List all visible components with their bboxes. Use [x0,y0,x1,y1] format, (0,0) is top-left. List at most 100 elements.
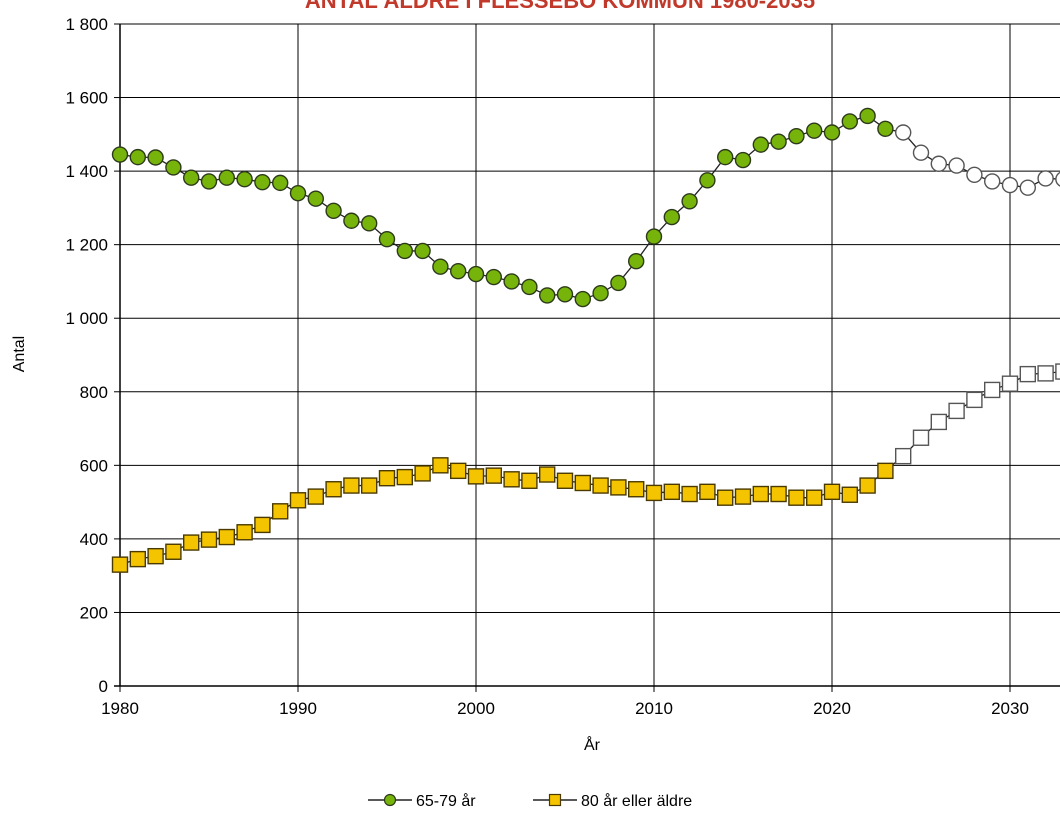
data-point [343,477,360,494]
series-circle [111,107,1060,308]
data-point [948,157,965,174]
data-point [129,148,147,166]
data-point [1055,363,1060,380]
x-axis-ticks: 1980 1990 2000 2010 2020 2030 [101,699,1029,718]
data-point [111,146,129,163]
data-point [930,413,947,431]
data-point [254,516,271,534]
data-point [841,113,858,130]
data-point [574,474,591,492]
data-point [521,278,538,296]
data-point [467,468,485,485]
data-point [717,489,734,506]
data-point [200,531,218,548]
data-point [289,184,307,202]
x-axis-title: År [584,735,601,754]
data-point [503,273,520,290]
x-tick-label: 2010 [635,699,673,718]
x-tick-label: 1980 [101,699,139,718]
data-point [182,534,200,551]
data-point [111,556,129,573]
data-point [752,485,769,503]
data-point [628,481,645,498]
data-point [912,429,930,446]
y-tick-label: 200 [80,603,108,622]
data-point [788,127,805,145]
legend-label: 80 år eller äldre [581,792,692,810]
data-point [610,274,627,292]
series-line [119,115,1060,300]
data-point [182,169,200,186]
data-point [788,489,805,506]
data-point [877,462,894,480]
data-point [556,472,574,489]
data-point [450,462,467,480]
data-point [948,402,965,420]
y-tick-label: 800 [80,383,108,402]
x-tick-label: 2020 [813,699,851,718]
data-point [984,173,1001,190]
data-point [307,488,324,505]
legend-marker [548,793,562,807]
x-tick-label: 2030 [991,699,1029,718]
data-point [645,228,663,245]
data-point [539,466,556,483]
data-point [1055,171,1060,187]
data-point [254,173,271,191]
data-point [734,151,752,169]
data-point [610,479,627,496]
data-point [895,124,912,141]
legend: 65-79 år 80 år eller äldre [368,792,692,810]
y-tick-label: 1 800 [65,15,108,34]
data-point [877,120,894,138]
data-point [806,489,823,506]
data-point [343,212,360,229]
legend-item: 80 år eller äldre [533,792,692,810]
data-point [717,148,734,166]
data-point [681,193,698,210]
data-point [984,381,1001,399]
legend-marker [383,793,397,807]
data-point [592,285,609,302]
data-point [539,287,556,304]
data-point [361,477,378,494]
data-point [165,543,182,560]
data-point [841,486,858,503]
data-point [378,230,396,248]
data-point [272,174,289,192]
data-point [432,258,449,275]
data-point [236,524,253,541]
y-tick-label: 1 600 [65,89,108,108]
y-tick-label: 400 [80,530,108,549]
series-line [119,371,1060,566]
data-point [396,242,413,260]
x-tick-label: 1990 [279,699,317,718]
data-point [734,488,752,505]
data-point [1037,170,1054,187]
data-point [485,268,502,286]
series-layer [111,107,1060,573]
data-point [200,173,218,190]
data-point [770,133,787,150]
chart-title: ANTAL ÄLDRE I FLESSEBO KOMMUN 1980-2035 [305,0,815,13]
data-point [823,124,841,141]
data-point [628,253,645,270]
data-point [556,286,574,303]
data-point [236,171,253,188]
legend-item: 65-79 år [368,792,476,810]
data-point [147,149,164,166]
data-point [592,477,609,494]
data-point [859,477,876,494]
data-point [663,208,680,226]
data-point [361,215,378,232]
y-axis-title: Antal [11,336,28,372]
data-point [823,483,841,501]
data-point [770,485,787,503]
y-axis-ticks: 0 200 400 600 800 1 000 1 200 1 400 1 600 1 800 [65,15,108,696]
data-point [165,159,182,176]
data-point [467,265,485,283]
y-tick-label: 1 000 [65,309,108,328]
data-point [574,290,591,308]
data-point [699,172,716,189]
data-point [966,391,983,409]
